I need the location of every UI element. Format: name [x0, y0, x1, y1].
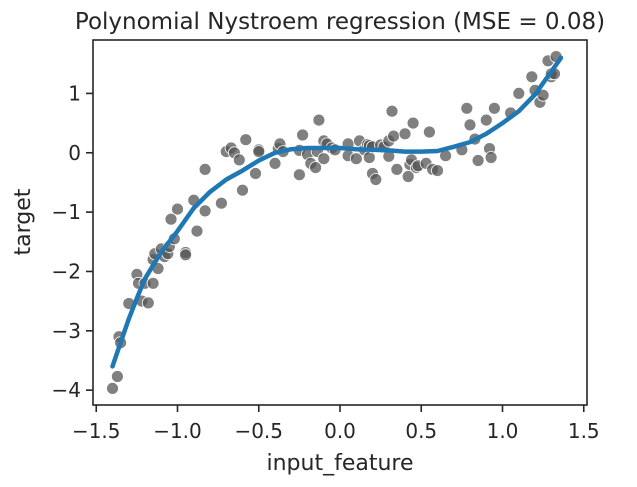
x-tick-label: 1.0 [487, 419, 519, 443]
x-tick-label: 1.5 [568, 419, 600, 443]
scatter-point [463, 118, 477, 132]
scatter-point [525, 70, 539, 84]
scatter-point [249, 167, 262, 180]
scatter-point [292, 168, 306, 182]
y-tick-label: 1 [68, 81, 81, 105]
scatter-point [369, 173, 383, 186]
scatter-point [460, 101, 474, 115]
scatter-point [487, 101, 501, 115]
scatter-point [296, 128, 310, 142]
scatter-point [268, 156, 282, 170]
scatter-point [146, 276, 160, 290]
y-tick-label: −1 [52, 200, 81, 224]
y-axis-label: target [11, 188, 36, 255]
chart-title: Polynomial Nystroem regression (MSE = 0.… [75, 9, 605, 35]
scatter-point [198, 204, 212, 218]
scatter-point [398, 127, 412, 141]
y-tick-label: −2 [52, 259, 81, 283]
scatter-point [471, 154, 485, 167]
scatter-point [387, 129, 401, 143]
scatter-point [106, 381, 119, 395]
scatter-point [239, 133, 253, 147]
x-tick-label: 0.0 [324, 419, 356, 443]
scatter-point [349, 152, 363, 166]
scatter-point [214, 196, 228, 210]
scatter-point [484, 151, 498, 164]
scatter-point [312, 113, 326, 127]
x-tick-label: −0.5 [234, 419, 283, 443]
y-tick-label: −4 [52, 378, 81, 402]
y-axis: −4 −3 −2 −1 0 1 [52, 81, 93, 402]
scatter-point [309, 161, 323, 175]
scatter-point [422, 125, 436, 139]
x-axis-label: input_feature [266, 451, 413, 476]
fitted-line [110, 55, 564, 369]
y-tick-label: −3 [52, 319, 81, 343]
scatter-point [179, 248, 193, 262]
scatter-point [252, 145, 266, 159]
x-tick-label: −1.0 [153, 419, 202, 443]
y-tick-label: 0 [68, 141, 81, 165]
scatter-point [232, 153, 246, 167]
scatter-point [190, 224, 204, 238]
scatter-point [406, 116, 420, 130]
scatter-point [362, 151, 376, 164]
scatter-point [479, 113, 493, 127]
scatter-point [385, 104, 399, 118]
x-axis: −1.5 −1.0 −0.5 0.0 0.5 1.0 1.5 [72, 405, 600, 443]
scatter-point [390, 162, 404, 176]
x-tick-label: 0.5 [405, 419, 437, 443]
scatter-point [317, 152, 331, 166]
scatter-point [431, 164, 444, 178]
scatter-point [111, 370, 124, 383]
scatter-point [198, 162, 212, 176]
scatter-point [141, 296, 155, 310]
plot-area [106, 50, 564, 395]
scatter-point [512, 87, 526, 100]
x-tick-label: −1.5 [72, 419, 121, 443]
scatter-point [164, 212, 178, 226]
scatter-point [171, 202, 184, 216]
scatter-point [236, 183, 249, 197]
